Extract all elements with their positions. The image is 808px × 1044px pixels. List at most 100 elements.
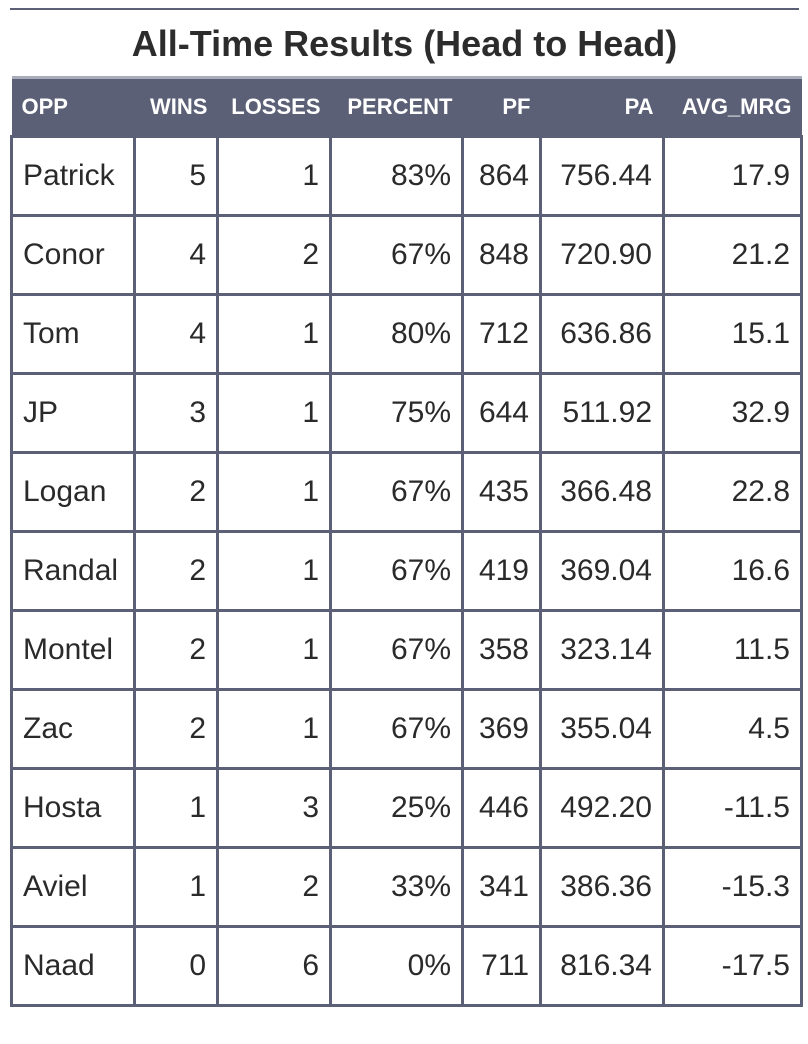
cell-pf: 644 (461, 372, 542, 454)
cell-pa: 816.34 (539, 925, 665, 1007)
cell-losses: 2 (216, 214, 332, 296)
cell-wins: 4 (133, 293, 219, 375)
cell-pa: 369.04 (539, 530, 665, 612)
cell-pa: 636.86 (539, 293, 665, 375)
cell-opp: Randal (10, 530, 136, 612)
cell-losses: 6 (216, 925, 332, 1007)
cell-avg-mrg: -15.3 (662, 846, 803, 928)
cell-losses: 1 (216, 372, 332, 454)
cell-pa: 366.48 (539, 451, 665, 533)
cell-pa: 355.04 (539, 688, 665, 770)
cell-avg-mrg: 11.5 (662, 609, 803, 691)
cell-avg-mrg: -17.5 (662, 925, 803, 1007)
column-header: AVG_MRG (663, 77, 802, 137)
cell-pa: 386.36 (539, 846, 665, 928)
cell-losses: 1 (216, 609, 332, 691)
cell-percent: 67% (329, 609, 464, 691)
cell-wins: 2 (133, 530, 219, 612)
cell-wins: 2 (133, 451, 219, 533)
cell-opp: Conor (10, 214, 136, 296)
cell-percent: 75% (329, 372, 464, 454)
cell-wins: 1 (133, 767, 219, 849)
cell-wins: 1 (133, 846, 219, 928)
table-row: Naad 0 6 0% 711 816.34 -17.5 (10, 925, 803, 1007)
cell-wins: 4 (133, 214, 219, 296)
header-row: OPP WINS LOSSES PERCENT PF PA AVG_MRG (11, 77, 802, 137)
cell-opp: Hosta (10, 767, 136, 849)
cell-opp: Montel (10, 609, 136, 691)
cell-pa: 756.44 (539, 135, 665, 217)
cell-percent: 0% (329, 925, 464, 1007)
table-row: Patrick 5 1 83% 864 756.44 17.9 (10, 135, 803, 217)
cell-opp: Naad (10, 925, 136, 1007)
cell-percent: 67% (329, 688, 464, 770)
cell-losses: 2 (216, 846, 332, 928)
cell-losses: 3 (216, 767, 332, 849)
cell-avg-mrg: 15.1 (662, 293, 803, 375)
cell-pa: 720.90 (539, 214, 665, 296)
cell-avg-mrg: 17.9 (662, 135, 803, 217)
cell-losses: 1 (216, 688, 332, 770)
cell-opp: Aviel (10, 846, 136, 928)
cell-wins: 0 (133, 925, 219, 1007)
cell-percent: 67% (329, 214, 464, 296)
table-row: Hosta 1 3 25% 446 492.20 -11.5 (10, 767, 803, 849)
cell-wins: 5 (133, 135, 219, 217)
table-row: Zac 2 1 67% 369 355.04 4.5 (10, 688, 803, 770)
cell-pf: 341 (461, 846, 542, 928)
table-row: Randal 2 1 67% 419 369.04 16.6 (10, 530, 803, 612)
table-body: Patrick 5 1 83% 864 756.44 17.9 Conor 4 2 67% 848 72… (10, 135, 803, 1007)
cell-pf: 712 (461, 293, 542, 375)
cell-pf: 419 (461, 530, 542, 612)
cell-pa: 492.20 (539, 767, 665, 849)
cell-percent: 83% (329, 135, 464, 217)
cell-percent: 80% (329, 293, 464, 375)
cell-opp: Patrick (10, 135, 136, 217)
cell-avg-mrg: 32.9 (662, 372, 803, 454)
cell-pf: 848 (461, 214, 542, 296)
cell-wins: 3 (133, 372, 219, 454)
cell-percent: 67% (329, 451, 464, 533)
results-table: OPP WINS LOSSES PERCENT PF PA AVG_MRG Pa… (10, 76, 803, 1007)
table-row: JP 3 1 75% 644 511.92 32.9 (10, 372, 803, 454)
cell-avg-mrg: 16.6 (662, 530, 803, 612)
cell-percent: 33% (329, 846, 464, 928)
cell-opp: Logan (10, 451, 136, 533)
table-row: Tom 4 1 80% 712 636.86 15.1 (10, 293, 803, 375)
cell-avg-mrg: 4.5 (662, 688, 803, 770)
column-header: LOSSES (217, 77, 331, 137)
cell-pf: 446 (461, 767, 542, 849)
table-row: Conor 4 2 67% 848 720.90 21.2 (10, 214, 803, 296)
column-header: PA (540, 77, 664, 137)
cell-pf: 864 (461, 135, 542, 217)
cell-losses: 1 (216, 530, 332, 612)
cell-pa: 323.14 (539, 609, 665, 691)
column-header: PF (462, 77, 541, 137)
table-row: Aviel 1 2 33% 341 386.36 -15.3 (10, 846, 803, 928)
cell-avg-mrg: 21.2 (662, 214, 803, 296)
cell-avg-mrg: -11.5 (662, 767, 803, 849)
column-header: OPP (11, 77, 135, 137)
cell-pf: 358 (461, 609, 542, 691)
table-title: All-Time Results (Head to Head) (131, 23, 678, 64)
cell-percent: 67% (329, 530, 464, 612)
cell-losses: 1 (216, 451, 332, 533)
cell-wins: 2 (133, 688, 219, 770)
table-row: Montel 2 1 67% 358 323.14 11.5 (10, 609, 803, 691)
column-header: PERCENT (330, 77, 463, 137)
cell-pf: 369 (461, 688, 542, 770)
top-rule (10, 8, 799, 10)
cell-opp: Zac (10, 688, 136, 770)
cell-avg-mrg: 22.8 (662, 451, 803, 533)
cell-opp: Tom (10, 293, 136, 375)
table-row: Logan 2 1 67% 435 366.48 22.8 (10, 451, 803, 533)
column-header: WINS (134, 77, 218, 137)
cell-opp: JP (10, 372, 136, 454)
cell-pf: 435 (461, 451, 542, 533)
cell-percent: 25% (329, 767, 464, 849)
cell-losses: 1 (216, 293, 332, 375)
cell-losses: 1 (216, 135, 332, 217)
cell-wins: 2 (133, 609, 219, 691)
cell-pa: 511.92 (539, 372, 665, 454)
cell-pf: 711 (461, 925, 542, 1007)
